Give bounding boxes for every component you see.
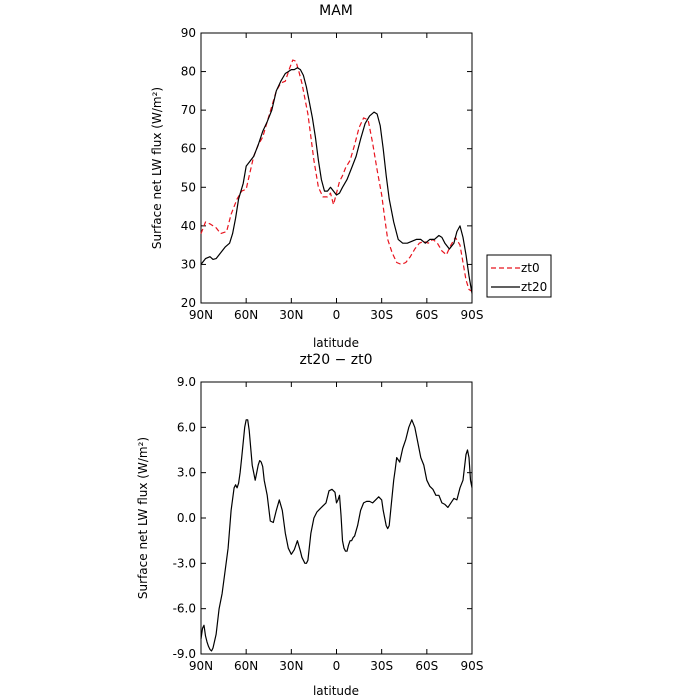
legend-box [486, 254, 552, 298]
bottom-x-tick-label: 90N [189, 659, 213, 673]
bottom-series-line-diff [200, 419, 473, 652]
top-y-tick-label: 60 [181, 142, 196, 156]
top-y-axis-label: Surface net LW flux (W/m²) [150, 87, 164, 249]
bottom-y-tick-label: 0.0 [177, 511, 196, 525]
bottom-chart-title: zt20 − zt0 [299, 352, 372, 368]
bottom-y-tick-label: -6.0 [173, 602, 196, 616]
top-y-axis: 20 30 40 50 60 70 80 90 [181, 26, 472, 310]
top-x-tick-label: 30S [370, 308, 393, 322]
bottom-y-tick-label: -3.0 [173, 556, 196, 570]
bottom-x-tick-label: 60N [234, 659, 258, 673]
top-x-tick-label: 60N [234, 308, 258, 322]
top-chart-title: MAM [319, 3, 353, 19]
panel-top: MAM 20 30 40 50 60 70 80 90 90N 60N 30N 0 30S 60S 90S… [150, 3, 552, 350]
top-y-tick-label: 70 [181, 103, 196, 117]
top-x-tick-label: 0 [333, 308, 341, 322]
top-y-tick-label: 30 [181, 257, 196, 271]
bottom-series-lines [200, 419, 473, 652]
bottom-y-axis-label: Surface net LW flux (W/m²) [136, 437, 150, 599]
top-y-tick-label: 50 [181, 180, 196, 194]
bottom-y-tick-label: 3.0 [177, 466, 196, 480]
bottom-y-tick-label: -9.0 [173, 647, 196, 661]
top-x-tick-label: 90S [461, 308, 484, 322]
legend: zt0 zt20 [486, 254, 552, 298]
top-series-line-zt0 [200, 59, 473, 292]
bottom-y-tick-label: 6.0 [177, 420, 196, 434]
bottom-x-axis: 90N 60N 30N 0 30S 60S 90S [189, 382, 484, 673]
legend-label-zt20: zt20 [521, 280, 547, 294]
bottom-y-tick-label: 9.0 [177, 375, 196, 389]
top-series-lines [200, 59, 473, 294]
top-x-tick-label: 60S [415, 308, 438, 322]
panel-bottom: zt20 − zt0 -9.0 -6.0 -3.0 0.0 3.0 6.0 9.0 90N 6… [136, 352, 483, 698]
legend-label-zt0: zt0 [521, 261, 540, 275]
top-y-tick-label: 90 [181, 26, 196, 40]
bottom-x-tick-label: 30S [370, 659, 393, 673]
top-y-tick-label: 20 [181, 296, 196, 310]
bottom-x-tick-label: 90S [461, 659, 484, 673]
top-series-line-zt20 [200, 67, 473, 294]
top-x-axis: 90N 60N 30N 0 30S 60S 90S [189, 33, 484, 322]
bottom-x-axis-label: latitude [313, 684, 359, 698]
bottom-x-tick-label: 0 [333, 659, 341, 673]
bottom-plot-frame [200, 381, 473, 655]
top-x-axis-label: latitude [313, 336, 359, 350]
bottom-x-tick-label: 30N [279, 659, 303, 673]
bottom-y-axis: -9.0 -6.0 -3.0 0.0 3.0 6.0 9.0 [173, 375, 472, 661]
bottom-x-tick-label: 60S [415, 659, 438, 673]
top-y-tick-label: 80 [181, 65, 196, 79]
top-x-tick-label: 90N [189, 308, 213, 322]
top-y-tick-label: 40 [181, 219, 196, 233]
top-x-tick-label: 30N [279, 308, 303, 322]
top-plot-frame [200, 32, 473, 304]
